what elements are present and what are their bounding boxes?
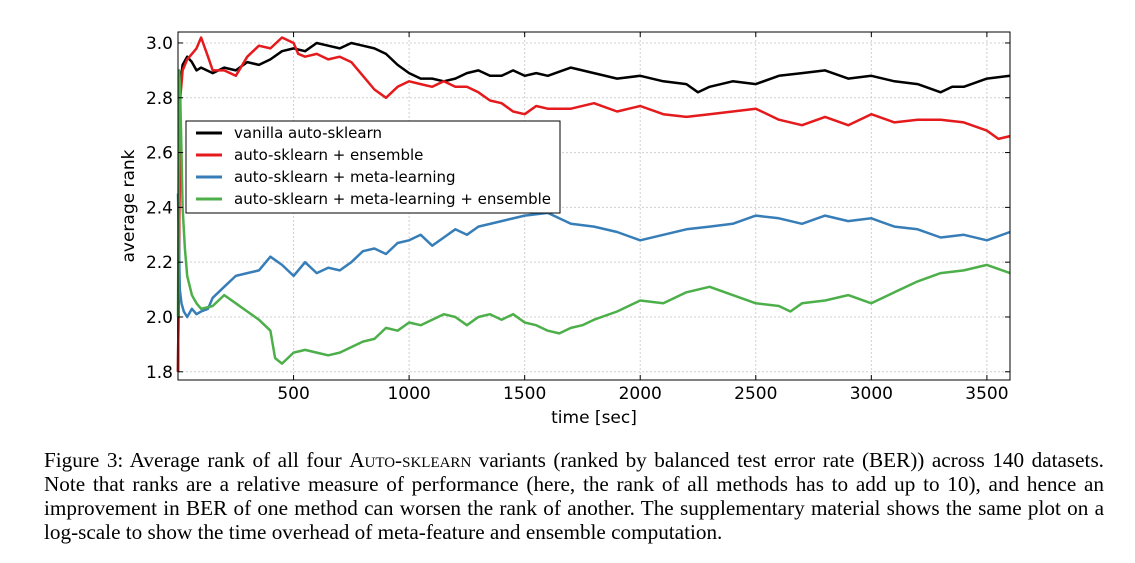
series-line-3: [176, 193, 1011, 319]
figure-caption: Figure 3: Average rank of all four Auto-…: [44, 448, 1104, 544]
x-tick-label: 3000: [850, 384, 893, 404]
grid: [178, 32, 1010, 380]
x-tick-label: 2000: [619, 384, 662, 404]
figure-chart: 500 1000 1500 2000 2500 3000 3500 1.8 2.0 2.2 2.4 2…: [119, 31, 1011, 428]
series-lines: [176, 36, 1011, 372]
y-tick-label: 2.8: [146, 89, 173, 109]
x-axis-title: time [sec]: [551, 408, 637, 428]
y-tick-label: 2.0: [146, 308, 173, 328]
legend: vanilla auto-sklearn auto-sklearn + ensem…: [185, 120, 561, 214]
x-tick-label: 1500: [503, 384, 546, 404]
caption-prefix: Figure 3: Average rank of all four: [44, 448, 350, 472]
x-tick-label: 500: [277, 384, 309, 404]
x-tick-label: 1000: [387, 384, 430, 404]
legend-label: auto-sklearn + meta-learning + ensemble: [234, 190, 551, 208]
x-tick-label: 3500: [965, 384, 1008, 404]
legend-label: vanilla auto-sklearn: [234, 124, 382, 142]
legend-label: auto-sklearn + meta-learning: [234, 168, 456, 186]
legend-box: [185, 120, 561, 214]
y-tick-label: 1.8: [146, 363, 173, 383]
series-line-4: [176, 69, 1011, 365]
caption-smallcaps: Auto-sklearn: [349, 448, 472, 472]
caption-suffix: variants (ranked by balanced test error …: [44, 448, 1104, 544]
y-axis-title: average rank: [119, 149, 139, 262]
y-tick-label: 2.2: [146, 253, 173, 273]
series-line-2: [176, 36, 1011, 372]
y-tick-label: 2.6: [146, 144, 173, 164]
ticks: 500 1000 1500 2000 2500 3000 3500 1.8 2.0 2.2 2.4 2…: [146, 32, 1010, 404]
legend-label: auto-sklearn + ensemble: [234, 146, 423, 164]
x-tick-label: 2500: [734, 384, 777, 404]
line-chart: 500 1000 1500 2000 2500 3000 3500 1.8 2.0 2.2 2.4 2…: [119, 31, 1011, 428]
plot-frame: [177, 31, 1011, 381]
y-tick-label: 3.0: [146, 34, 173, 54]
y-tick-label: 2.4: [146, 198, 173, 218]
